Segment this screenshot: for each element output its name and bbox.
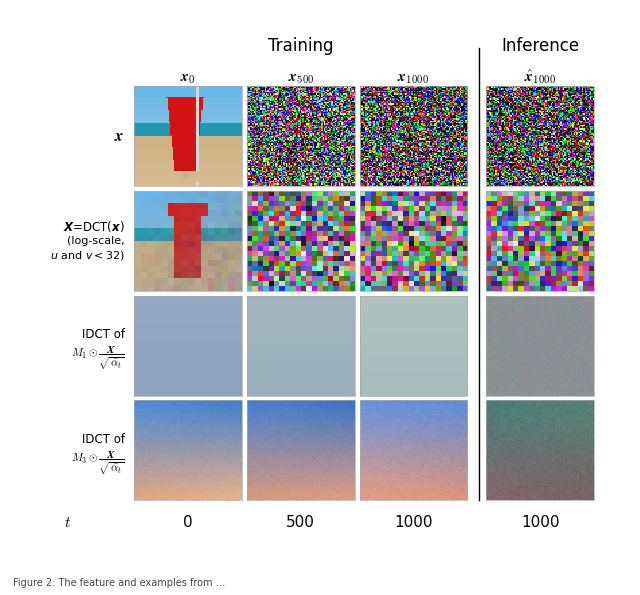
Text: $\boldsymbol{x}_0$: $\boldsymbol{x}_0$ — [180, 71, 196, 86]
Text: $\boldsymbol{X}$=DCT($\boldsymbol{x}$): $\boldsymbol{X}$=DCT($\boldsymbol{x}$) — [63, 218, 125, 234]
Text: Training: Training — [268, 37, 333, 55]
Text: Figure 2: The feature and examples from …: Figure 2: The feature and examples from … — [13, 578, 225, 588]
Text: IDCT of: IDCT of — [82, 328, 125, 342]
Text: $\boldsymbol{x}_{500}$: $\boldsymbol{x}_{500}$ — [287, 71, 314, 86]
Text: 0: 0 — [183, 515, 193, 530]
Text: 1000: 1000 — [521, 515, 559, 530]
Text: 1000: 1000 — [394, 515, 433, 530]
Text: $M_3 \odot \dfrac{\boldsymbol{X}}{\sqrt{\bar{\alpha}_t}}$: $M_3 \odot \dfrac{\boldsymbol{X}}{\sqrt{… — [71, 450, 125, 477]
Text: Inference: Inference — [501, 37, 579, 55]
Text: (log-scale,: (log-scale, — [67, 236, 125, 246]
Text: $M_1 \odot \dfrac{\boldsymbol{X}}{\sqrt{\bar{\alpha}_t}}$: $M_1 \odot \dfrac{\boldsymbol{X}}{\sqrt{… — [71, 345, 125, 372]
Text: IDCT of: IDCT of — [82, 433, 125, 446]
Text: $u$ and $v < 32$): $u$ and $v < 32$) — [50, 249, 125, 262]
Text: $t$: $t$ — [63, 515, 71, 530]
Text: 500: 500 — [286, 515, 316, 530]
Text: $\boldsymbol{x}$: $\boldsymbol{x}$ — [115, 127, 125, 145]
Text: $\hat{\boldsymbol{x}}_{1000}$: $\hat{\boldsymbol{x}}_{1000}$ — [524, 68, 556, 86]
Text: $\boldsymbol{x}_{1000}$: $\boldsymbol{x}_{1000}$ — [397, 71, 429, 86]
